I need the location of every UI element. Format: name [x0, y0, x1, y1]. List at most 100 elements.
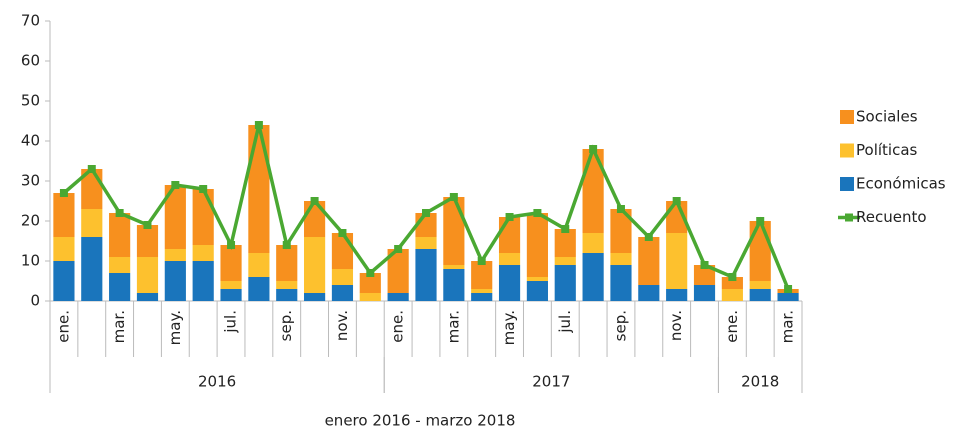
bar-segment — [331, 233, 354, 269]
bar-segment — [415, 237, 437, 249]
bar-segment — [220, 245, 242, 281]
line-marker — [199, 185, 208, 193]
bar-segment — [610, 209, 632, 253]
bar-segment — [387, 249, 409, 293]
bar-segment — [331, 269, 354, 285]
bar-segment — [53, 237, 75, 261]
y-tick-label: 60 — [21, 52, 40, 70]
bar-segment — [53, 193, 75, 237]
x-tick-label: mar. — [444, 310, 462, 343]
y-tick-label: 10 — [21, 252, 40, 270]
bar-segment — [109, 213, 131, 257]
bar-segment — [248, 277, 270, 301]
legend-label: Recuento — [856, 208, 927, 226]
legend-swatch — [840, 143, 854, 158]
y-tick-label: 70 — [21, 12, 40, 30]
bar-segment — [81, 237, 103, 301]
bar-segment — [136, 225, 159, 257]
x-tick-label: ene. — [54, 310, 72, 343]
y-tick-label: 50 — [21, 92, 40, 110]
bar-segment — [109, 273, 131, 301]
x-tick-label: nov. — [333, 310, 351, 341]
bar-segment — [721, 277, 743, 289]
line-marker — [644, 233, 653, 241]
bar-segment — [471, 289, 493, 293]
x-tick-label: mar. — [779, 310, 797, 343]
legend-swatch — [840, 177, 854, 191]
x-group-label: 2016 — [198, 373, 236, 391]
line-marker — [561, 225, 570, 233]
y-tick-label: 30 — [21, 172, 40, 190]
line-marker — [533, 209, 542, 217]
bar-segment — [666, 289, 688, 301]
x-tick-label: sep. — [611, 310, 629, 341]
bar-segment — [415, 249, 437, 301]
bar-segment — [582, 253, 604, 301]
legend-label: Políticas — [856, 141, 918, 159]
bar-segment — [526, 213, 548, 277]
x-tick-label: may. — [166, 310, 184, 345]
line-marker — [366, 269, 375, 277]
x-tick-label: sep. — [277, 310, 295, 341]
bar-segment — [721, 289, 743, 301]
bar-segment — [582, 149, 604, 233]
bar-segment — [610, 253, 632, 265]
x-tick-label: may. — [500, 310, 518, 345]
line-marker — [449, 193, 458, 201]
line-marker — [589, 145, 598, 153]
bar-segment — [164, 261, 186, 301]
bar-segment — [220, 281, 242, 289]
bar-segment — [693, 285, 716, 301]
bar-segment — [192, 189, 214, 245]
bar-segment — [749, 289, 771, 301]
legend-swatch — [845, 213, 853, 222]
legend-label: Económicas — [856, 175, 946, 193]
line-marker — [505, 213, 514, 221]
bar-segment — [471, 261, 493, 289]
legend-label: Sociales — [856, 108, 918, 126]
x-axis-title: enero 2016 - marzo 2018 — [325, 412, 516, 428]
bar-segment — [443, 197, 465, 265]
x-tick-label: ene. — [389, 310, 407, 343]
line-marker — [282, 241, 291, 249]
bar-segment — [276, 245, 298, 281]
x-tick-label: ene. — [723, 310, 741, 343]
bar-segment — [498, 253, 521, 265]
bar-segment — [749, 221, 771, 281]
bar-segment — [164, 249, 186, 261]
bar-segment — [387, 293, 409, 301]
line-marker — [87, 165, 96, 173]
bar-segment — [81, 209, 103, 237]
line-marker — [700, 261, 709, 269]
bar-segment — [109, 257, 131, 273]
bar-segment — [498, 217, 521, 253]
bar-segment — [220, 289, 242, 301]
line-marker — [254, 121, 263, 129]
bar-segment — [304, 293, 326, 301]
x-tick-label: nov. — [667, 310, 685, 341]
bar-segment — [610, 265, 632, 301]
bar-segment — [777, 293, 799, 301]
bar-segment — [136, 257, 159, 293]
line-marker — [477, 257, 486, 265]
bar-segment — [526, 277, 548, 281]
bar-segment — [749, 281, 771, 289]
bar-segment — [192, 245, 214, 261]
x-tick-label: mar. — [110, 310, 128, 343]
y-tick-label: 0 — [30, 292, 40, 310]
bar-segment — [498, 265, 521, 301]
bar-segment — [582, 233, 604, 253]
line-marker — [672, 197, 681, 205]
bar-segment — [526, 281, 548, 301]
x-tick-label: jul. — [556, 310, 574, 334]
bar-segment — [693, 265, 716, 285]
x-group-label: 2018 — [741, 373, 779, 391]
y-tick-label: 20 — [21, 212, 40, 230]
line-marker — [394, 245, 403, 253]
bar-segment — [471, 293, 493, 301]
line-marker — [310, 197, 319, 205]
bar-segment — [666, 233, 688, 289]
bar-segment — [276, 281, 298, 289]
bar-segment — [192, 261, 214, 301]
